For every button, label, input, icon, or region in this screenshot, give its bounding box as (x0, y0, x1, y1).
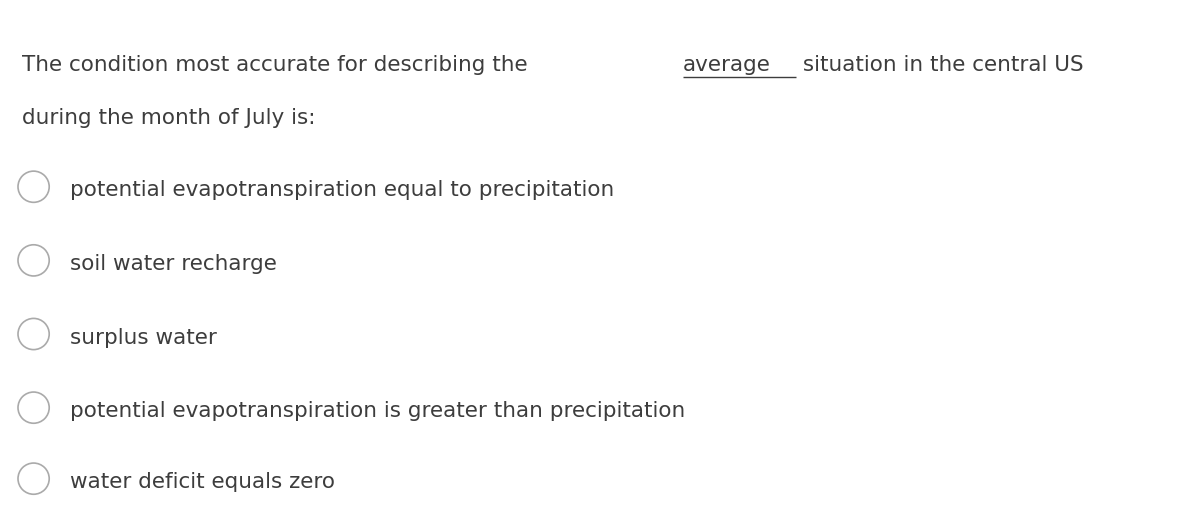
Text: water deficit equals zero: water deficit equals zero (70, 472, 335, 492)
Text: potential evapotranspiration is greater than precipitation: potential evapotranspiration is greater … (70, 401, 685, 421)
Text: surplus water: surplus water (70, 328, 216, 348)
Ellipse shape (18, 463, 49, 494)
Ellipse shape (18, 318, 49, 350)
Text: soil water recharge: soil water recharge (70, 254, 276, 274)
Text: potential evapotranspiration equal to precipitation: potential evapotranspiration equal to pr… (70, 180, 614, 200)
Text: average: average (683, 55, 770, 75)
Ellipse shape (18, 392, 49, 423)
Ellipse shape (18, 171, 49, 203)
Ellipse shape (18, 245, 49, 276)
Text: situation in the central US: situation in the central US (797, 55, 1084, 75)
Text: during the month of July is:: during the month of July is: (22, 108, 316, 128)
Text: The condition most accurate for describing the: The condition most accurate for describi… (22, 55, 534, 75)
